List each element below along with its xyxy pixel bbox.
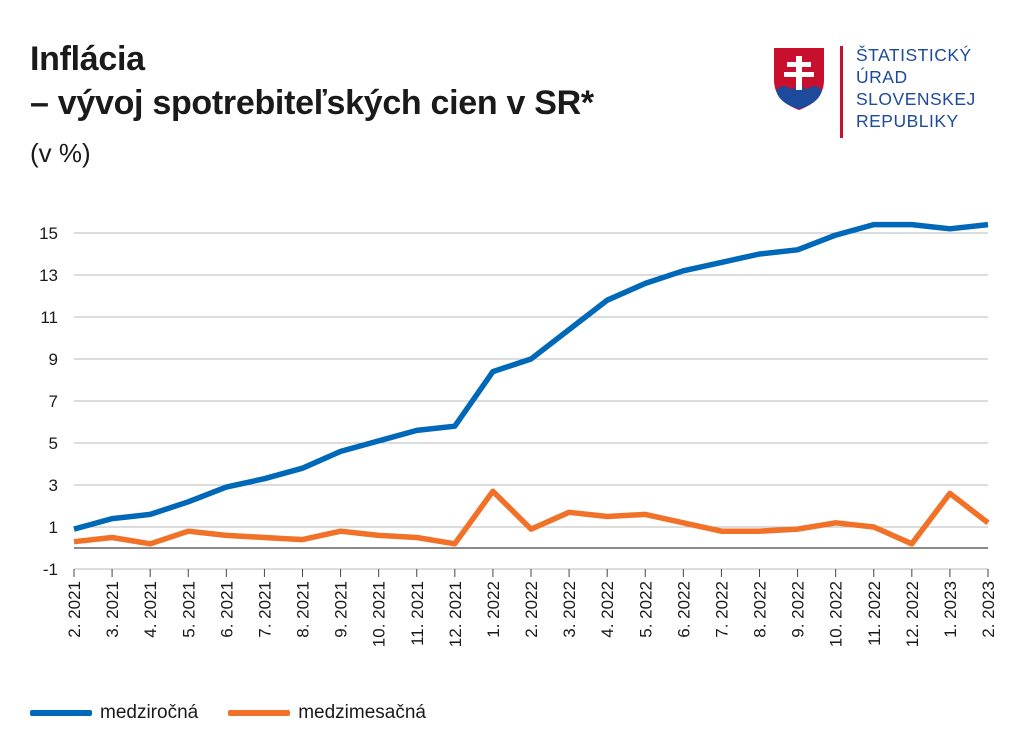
logo-divider xyxy=(840,46,843,138)
legend-item-mom: medzimesačná xyxy=(228,702,426,724)
y-tick-label: 11 xyxy=(40,308,58,327)
y-tick-label: 1 xyxy=(49,518,58,537)
series-line-medzirocna xyxy=(73,221,989,532)
x-tick-label: 6. 2021 xyxy=(217,581,236,638)
logo-line: SLOVENSKEJ xyxy=(856,89,976,109)
legend-label-yoy: medziročná xyxy=(100,702,199,723)
x-tick-label: 2. 2021 xyxy=(65,581,84,638)
legend-label-mom: medzimesačná xyxy=(298,702,426,723)
chart-unit-subtitle: (v %) xyxy=(30,138,91,168)
x-tick-label: 2. 2023 xyxy=(979,581,998,638)
x-tick-label: 7. 2021 xyxy=(255,581,274,638)
x-tick-label: 1. 2022 xyxy=(484,581,503,638)
x-tick-label: 4. 2022 xyxy=(598,581,617,638)
x-tick-label: 11. 2021 xyxy=(408,581,427,646)
x-tick-label: 12. 2022 xyxy=(903,581,922,647)
y-tick-label: -1 xyxy=(43,560,58,579)
legend-item-yoy: medziročná xyxy=(30,702,198,724)
x-tick-label: 6. 2022 xyxy=(674,581,693,638)
legend-swatch-mom xyxy=(228,710,291,716)
logo-line: ÚRAD xyxy=(856,67,908,87)
y-tick-label: 15 xyxy=(39,224,58,243)
x-tick-label: 1. 2023 xyxy=(941,581,960,638)
x-tick-label: 2. 2022 xyxy=(522,581,541,638)
x-tick-label: 3. 2022 xyxy=(560,581,579,638)
chart-legend: medziročná medzimesačná xyxy=(30,702,456,724)
x-tick-label: 5. 2021 xyxy=(179,581,198,638)
x-tick-label: 9. 2022 xyxy=(789,581,808,638)
x-tick-label: 10. 2022 xyxy=(827,581,846,647)
x-tick-label: 10. 2021 xyxy=(370,581,389,647)
x-tick-label: 11. 2022 xyxy=(865,581,884,646)
x-tick-label: 12. 2021 xyxy=(446,581,465,647)
logo-line: ŠTATISTICKÝ xyxy=(856,45,972,65)
series-line-medzimesacna xyxy=(73,488,990,547)
x-tick-label: 4. 2021 xyxy=(141,581,160,638)
x-tick-label: 9. 2021 xyxy=(332,581,351,638)
y-tick-label: 3 xyxy=(49,476,58,495)
x-tick-label: 7. 2022 xyxy=(712,581,731,638)
x-tick-label: 8. 2022 xyxy=(751,581,770,638)
x-tick-label: 3. 2021 xyxy=(103,581,122,638)
y-tick-label: 13 xyxy=(39,266,58,285)
legend-swatch-yoy xyxy=(30,710,92,716)
chart-title: Inflácia xyxy=(30,40,145,78)
slovak-coat-of-arms-icon xyxy=(774,48,824,110)
y-tick-label: 9 xyxy=(49,350,58,369)
chart-title-line-2: – vývoj spotrebiteľských cien v SR* xyxy=(30,84,594,122)
y-tick-label: 7 xyxy=(49,392,58,411)
x-tick-label: 5. 2022 xyxy=(636,581,655,638)
y-tick-label: 5 xyxy=(49,434,58,453)
statistical-office-logo-text: ŠTATISTICKÝ ÚRAD SLOVENSKEJ REPUBLIKY xyxy=(856,44,976,132)
logo-line: REPUBLIKY xyxy=(856,111,959,131)
x-tick-label: 8. 2021 xyxy=(294,581,313,638)
